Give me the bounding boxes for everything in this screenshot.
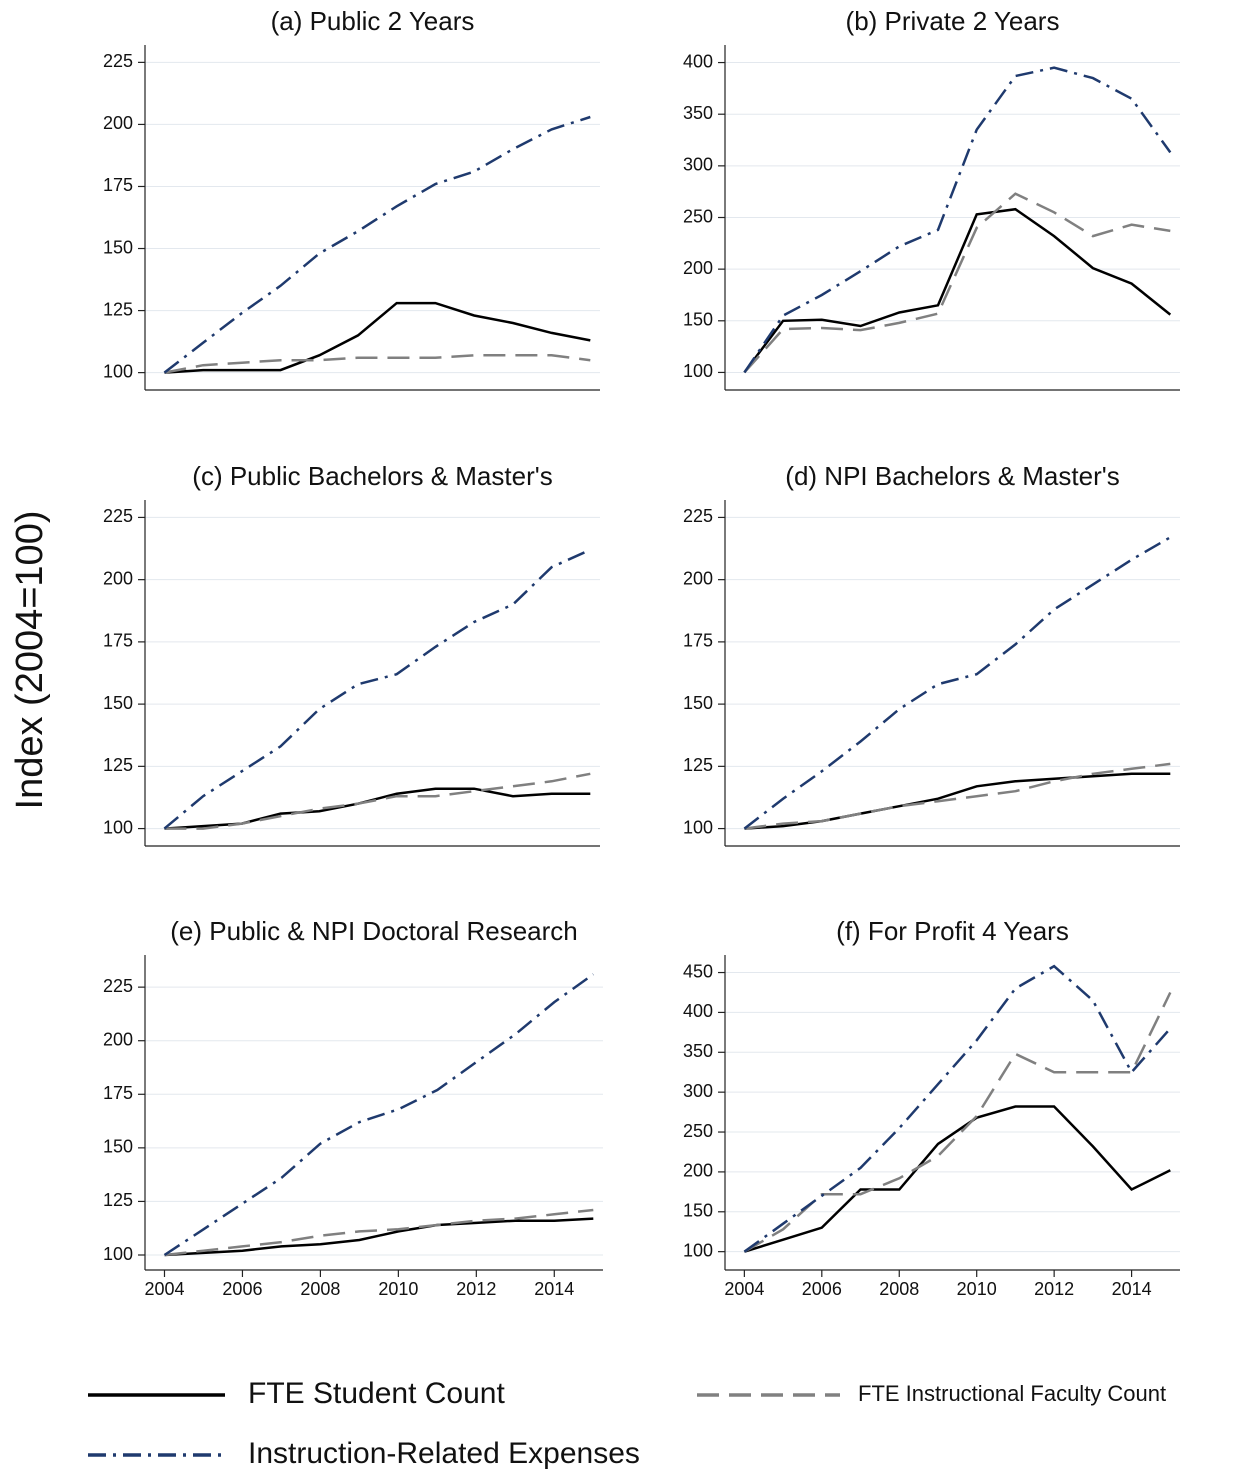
y-tick-label: 400 [683, 51, 713, 71]
series-line [163, 115, 591, 374]
panel-title: (d) NPI Bachelors & Master's [785, 461, 1119, 491]
series-line [163, 973, 595, 1257]
series-line [164, 787, 591, 830]
y-tick-label: 100 [683, 817, 713, 837]
x-tick-label: 2008 [300, 1279, 340, 1299]
x-tick-label: 2014 [1112, 1279, 1152, 1299]
y-tick-label: 100 [103, 1244, 133, 1264]
y-tick-label: 225 [103, 506, 133, 526]
y-tick-label: 200 [103, 568, 133, 588]
series-line [743, 964, 1172, 1253]
y-tick-label: 225 [103, 976, 133, 996]
y-tick-label: 250 [683, 1121, 713, 1141]
y-tick-label: 150 [103, 237, 133, 257]
series-line [743, 207, 1172, 374]
panel-title: (e) Public & NPI Doctoral Research [170, 916, 577, 946]
series-line [743, 536, 1171, 830]
y-tick-label: 125 [103, 1190, 133, 1210]
panel-title: (b) Private 2 Years [846, 6, 1060, 36]
series-line [163, 548, 591, 830]
y-tick-label: 100 [683, 361, 713, 381]
x-tick-label: 2004 [724, 1279, 764, 1299]
series-line [164, 354, 591, 374]
y-tick-label: 100 [103, 361, 133, 381]
y-tick-label: 125 [103, 299, 133, 319]
y-tick-label: 350 [683, 1041, 713, 1061]
y-tick-label: 150 [683, 693, 713, 713]
panel-title: (a) Public 2 Years [271, 6, 475, 36]
x-tick-label: 2010 [378, 1279, 418, 1299]
y-tick-label: 200 [683, 258, 713, 278]
y-tick-label: 300 [683, 155, 713, 175]
legend-label: Instruction-Related Expenses [248, 1437, 640, 1470]
y-tick-label: 200 [683, 1161, 713, 1181]
series-line [164, 1217, 594, 1257]
legend-label: FTE Instructional Faculty Count [858, 1381, 1166, 1406]
legend-label: FTE Student Count [248, 1377, 505, 1410]
y-tick-label: 150 [683, 1201, 713, 1221]
x-tick-label: 2014 [534, 1279, 574, 1299]
y-axis-label: Index (2004=100) [9, 511, 51, 810]
panel-title: (c) Public Bachelors & Master's [192, 461, 552, 491]
y-tick-label: 225 [683, 506, 713, 526]
y-tick-label: 450 [683, 961, 713, 981]
x-tick-label: 2006 [222, 1279, 262, 1299]
series-line [743, 991, 1172, 1253]
x-tick-label: 2004 [144, 1279, 184, 1299]
y-tick-label: 225 [103, 51, 133, 71]
series-line [744, 1105, 1171, 1253]
y-tick-label: 125 [103, 755, 133, 775]
series-line [743, 66, 1172, 374]
y-tick-label: 350 [683, 103, 713, 123]
series-line [743, 192, 1171, 374]
series-line [164, 301, 591, 374]
y-tick-label: 400 [683, 1001, 713, 1021]
y-tick-label: 125 [683, 755, 713, 775]
y-tick-label: 150 [103, 693, 133, 713]
y-tick-label: 200 [103, 1029, 133, 1049]
y-tick-label: 300 [683, 1081, 713, 1101]
y-tick-label: 150 [103, 1137, 133, 1157]
y-tick-label: 175 [683, 631, 713, 651]
y-tick-label: 100 [103, 817, 133, 837]
y-tick-label: 200 [683, 568, 713, 588]
y-tick-label: 100 [683, 1240, 713, 1260]
series-line [164, 1208, 594, 1257]
x-tick-label: 2006 [802, 1279, 842, 1299]
x-tick-label: 2008 [879, 1279, 919, 1299]
x-tick-label: 2012 [1034, 1279, 1074, 1299]
x-tick-label: 2012 [456, 1279, 496, 1299]
y-tick-label: 175 [103, 1083, 133, 1103]
y-tick-label: 175 [103, 631, 133, 651]
y-tick-label: 200 [103, 113, 133, 133]
series-line [744, 762, 1171, 830]
y-tick-label: 250 [683, 206, 713, 226]
y-tick-label: 175 [103, 175, 133, 195]
y-tick-label: 150 [683, 310, 713, 330]
series-line [164, 772, 591, 830]
x-tick-label: 2010 [957, 1279, 997, 1299]
panel-title: (f) For Profit 4 Years [836, 916, 1069, 946]
